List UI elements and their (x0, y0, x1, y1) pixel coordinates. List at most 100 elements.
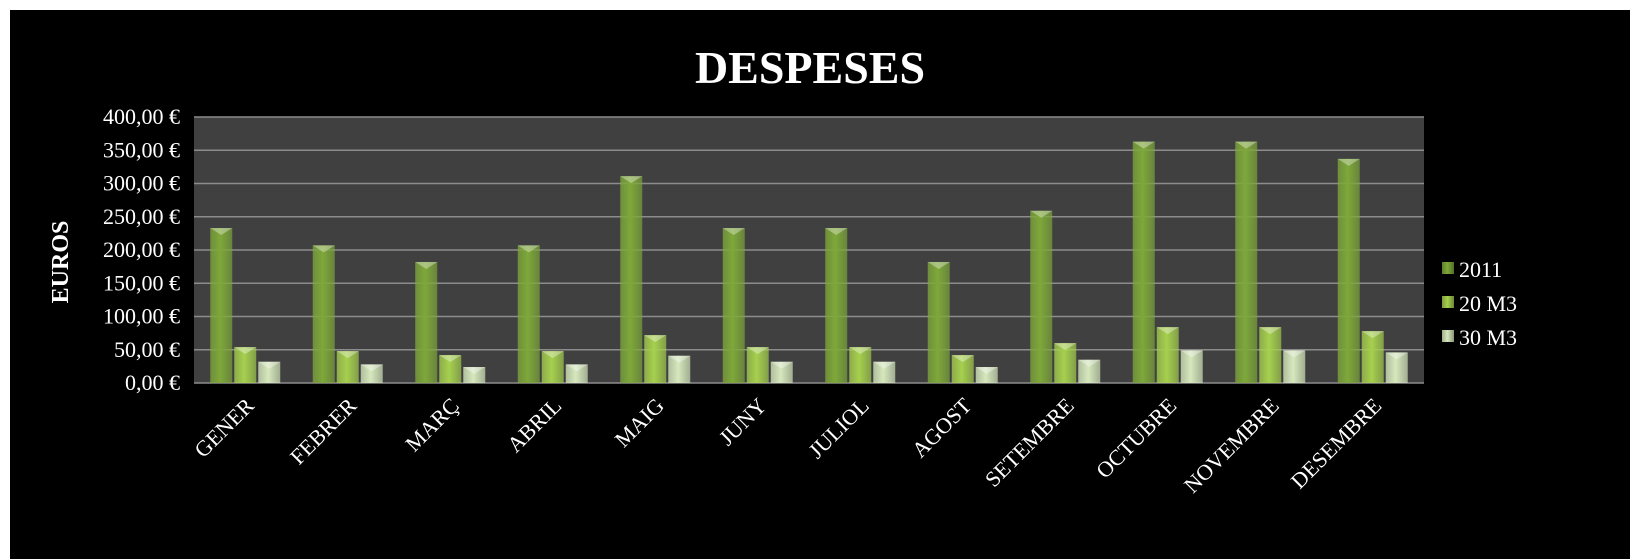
bar-cap (1337, 158, 1360, 166)
bar-cap (620, 176, 643, 184)
y-tick-label: 300,00 € (103, 171, 180, 196)
bar-20-m3 (1259, 327, 1282, 383)
bar-cap (1259, 327, 1282, 335)
legend-swatch (1442, 330, 1454, 342)
bar-cap (1078, 359, 1101, 367)
x-tick-label: SETEMBRE (980, 393, 1079, 492)
bar-cap (644, 335, 667, 343)
x-tick-label: AGOST (907, 392, 977, 462)
x-tick-label: JUNY (714, 393, 772, 451)
y-tick-label: 350,00 € (103, 137, 180, 162)
y-tick-label: 400,00 € (103, 104, 180, 129)
legend: 2011 20 M3 30 M3 (1442, 257, 1517, 350)
bar-20-m3 (439, 355, 462, 383)
y-tick-label: 150,00 € (103, 270, 180, 295)
bar-cap (234, 347, 257, 355)
x-tick-label: ABRIL (502, 393, 566, 457)
bar-cap (1283, 350, 1306, 358)
bar-2011 (415, 261, 438, 383)
bar-cap (746, 347, 769, 355)
legend-label: 2011 (1459, 257, 1502, 282)
legend-swatch (1442, 262, 1454, 274)
bar-20-m3 (1054, 343, 1077, 383)
bar-20-m3 (234, 347, 257, 383)
bar-cap (1156, 327, 1179, 335)
chart-title: DESPESES (695, 42, 925, 93)
bar-cap (360, 364, 383, 372)
bar-20-m3 (951, 355, 974, 383)
bar-30-m3 (463, 367, 486, 383)
bar-20-m3 (849, 347, 872, 383)
y-tick-label: 50,00 € (114, 337, 180, 362)
bar-cap (1361, 331, 1384, 339)
bar-cap (1132, 141, 1155, 149)
bar-cap (541, 351, 564, 359)
bar-cap (336, 351, 359, 359)
bar-20-m3 (746, 347, 769, 383)
y-tick-labels: 0,00 € 50,00 € 100,00 € 150,00 € 200,00 € 250… (103, 104, 180, 395)
bar-cap (1054, 343, 1077, 351)
bar-cap (463, 367, 486, 375)
bar-2011 (1030, 210, 1053, 383)
bar-cap (1180, 350, 1203, 358)
legend-label: 20 M3 (1459, 291, 1517, 316)
chart-svg: DESPESES EUROS 0,00 € 50,00 € 100,00 € 150,… (48, 42, 1517, 498)
bar-20-m3 (1156, 327, 1179, 383)
bar-2011 (312, 245, 335, 383)
bar-cap (873, 361, 896, 369)
bar-cap (565, 364, 588, 372)
bar-cap (1385, 352, 1408, 360)
bar-20-m3 (336, 351, 359, 383)
bar-cap (517, 245, 540, 253)
bar-cap (825, 228, 848, 236)
bar-20-m3 (541, 351, 564, 383)
bar-30-m3 (1385, 352, 1408, 383)
bar-30-m3 (1283, 350, 1306, 383)
bar-2011 (1337, 158, 1360, 383)
x-tick-label: NOVEMBRE (1179, 393, 1284, 498)
bar-cap (975, 367, 998, 375)
bar-cap (722, 228, 745, 236)
bar-2011 (825, 228, 848, 383)
x-tick-label: OCTUBRE (1091, 393, 1181, 483)
bar-2011 (620, 176, 643, 383)
bar-2011 (517, 245, 540, 383)
bar-30-m3 (360, 364, 383, 383)
x-tick-label: MAIG (610, 393, 669, 452)
gridlines (194, 116, 1424, 384)
bar-2011 (1235, 141, 1258, 383)
y-tick-label: 0,00 € (125, 370, 180, 395)
bar-cap (927, 261, 950, 269)
bar-30-m3 (1078, 359, 1101, 383)
bar-20-m3 (1361, 331, 1384, 383)
x-tick-label: DESEMBRE (1286, 393, 1387, 494)
bar-cap (951, 355, 974, 363)
chart-frame: DESPESES EUROS 0,00 € 50,00 € 100,00 € 150,… (10, 10, 1630, 559)
bar-2011 (927, 261, 950, 383)
bar-cap (258, 361, 281, 369)
y-tick-label: 250,00 € (103, 204, 180, 229)
bar-cap (770, 361, 793, 369)
bar-30-m3 (770, 361, 793, 383)
bar-cap (415, 261, 438, 269)
bar-cap (210, 228, 233, 236)
bar-cap (439, 355, 462, 363)
bar-30-m3 (873, 361, 896, 383)
bar-cap (312, 245, 335, 253)
bar-30-m3 (668, 355, 691, 383)
x-tick-label: GENER (189, 393, 259, 463)
bar-cap (1030, 210, 1053, 218)
bar-30-m3 (975, 367, 998, 383)
bar-cap (849, 347, 872, 355)
legend-label: 30 M3 (1459, 325, 1517, 350)
y-axis-label: EUROS (48, 221, 74, 304)
y-tick-label: 100,00 € (103, 304, 180, 329)
bar-cap (668, 355, 691, 363)
bar-2011 (1132, 141, 1155, 383)
y-tick-label: 200,00 € (103, 237, 180, 262)
x-tick-label: MARÇ (400, 393, 463, 456)
bar-30-m3 (1180, 350, 1203, 383)
bars (210, 141, 1408, 383)
x-tick-label: JULIOL (803, 393, 873, 463)
bar-2011 (210, 228, 233, 383)
